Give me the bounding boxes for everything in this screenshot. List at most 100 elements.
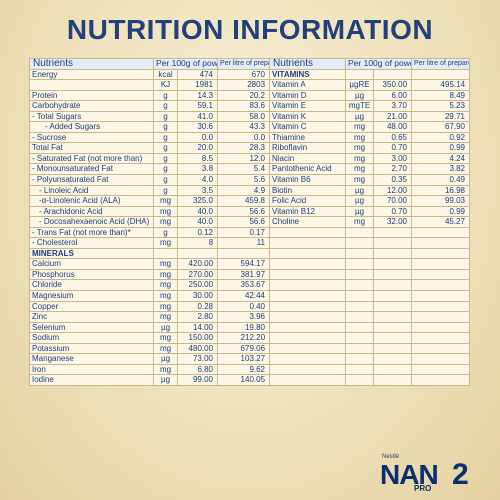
per-litre-value: 56.6 <box>217 216 271 228</box>
table-row <box>269 332 471 344</box>
per-100g-value: 0.0 <box>176 131 219 144</box>
nutrient-name <box>269 363 346 376</box>
per-litre-value <box>411 290 471 302</box>
nutrient-name: - Docosahexaenoic Acid (DHA) <box>29 216 154 228</box>
table-row: Total Fat g 20.0 28.3 <box>29 142 271 154</box>
per-100g-value <box>372 332 413 344</box>
per-100g-value: 3.70 <box>372 100 413 112</box>
nutrient-name: Choline <box>269 216 346 228</box>
per-litre-value: 83.6 <box>217 100 271 112</box>
per-100g-value: 0.65 <box>372 131 413 144</box>
header-per-100g: Per 100g of powder <box>344 58 413 70</box>
unit-cell: µg <box>345 110 374 123</box>
per-litre-value <box>411 258 471 270</box>
unit-cell <box>345 353 374 365</box>
nutrient-name <box>269 268 346 281</box>
per-100g-value: 0.35 <box>372 174 413 186</box>
table-row: KJ 1981 2803 <box>29 79 271 91</box>
nutrient-name: Vitamin K <box>269 110 346 123</box>
per-litre-value: 3.82 <box>411 163 471 175</box>
table-row: - Docosahexaenoic Acid (DHA) mg 40.0 56.6 <box>29 216 271 228</box>
per-100g-value: 325.0 <box>176 195 219 207</box>
per-100g-value <box>176 247 219 260</box>
per-100g-value: 6.00 <box>372 89 413 102</box>
per-litre-value <box>411 353 471 365</box>
table-row <box>269 290 471 302</box>
per-litre-value: 11 <box>217 237 271 249</box>
per-100g-value: 8.5 <box>176 152 219 165</box>
per-litre-value: 0.17 <box>217 226 271 239</box>
nutrient-name: Vitamin C <box>269 121 346 133</box>
unit-cell: mg <box>345 152 374 165</box>
table-row <box>269 247 471 260</box>
table-row: -α-Linolenic Acid (ALA) mg 325.0 459.8 <box>29 195 271 207</box>
per-100g-value: 32.00 <box>372 216 413 228</box>
nutrient-name: -α-Linolenic Acid (ALA) <box>29 195 154 207</box>
unit-cell: mg <box>345 131 374 144</box>
per-100g-value: 3.00 <box>372 152 413 165</box>
nutrient-name: - Total Sugars <box>29 110 154 123</box>
per-100g-value: 59.1 <box>176 100 219 112</box>
table-row: Sodium mg 150.00 212.20 <box>29 332 271 344</box>
unit-cell: µg <box>345 205 374 218</box>
table-row: Phosphorus mg 270.00 381.97 <box>29 268 271 281</box>
nutrient-name: Vitamin E <box>269 100 346 112</box>
product-name: NAN <box>380 459 439 490</box>
per-100g-value: 12.00 <box>372 184 413 197</box>
per-litre-value: 58.0 <box>217 110 271 123</box>
per-litre-value <box>411 311 471 323</box>
unit-cell: mgTE <box>345 100 374 112</box>
nutrient-name: Riboflavin <box>269 142 346 154</box>
nutrient-name: Manganese <box>29 353 154 365</box>
unit-cell <box>345 290 374 302</box>
unit-cell: g <box>153 142 178 154</box>
per-100g-value: 20.0 <box>176 142 219 154</box>
nutrient-name: Chloride <box>29 279 154 292</box>
header-per-litre: Per litre of prepared formula <box>411 58 471 70</box>
table-row: Niacin mg 3.00 4.24 <box>269 152 471 165</box>
per-100g-value <box>372 353 413 365</box>
nutrient-name: Energy <box>29 68 154 81</box>
per-100g-value: 6.80 <box>176 363 219 376</box>
nutrient-name: - Monounsaturated Fat <box>29 163 154 175</box>
per-100g-value: 0.28 <box>176 300 219 313</box>
per-100g-value: 30.6 <box>176 121 219 133</box>
unit-cell: g <box>153 174 178 186</box>
per-litre-value: 140.05 <box>217 374 271 386</box>
section-header-row: MINERALS <box>29 247 271 260</box>
nutrient-name: Iodine <box>29 374 154 386</box>
unit-cell: g <box>153 152 178 165</box>
table-row: Choline mg 32.00 45.27 <box>269 216 471 228</box>
per-litre-value: 67.90 <box>411 121 471 133</box>
unit-cell: mg <box>153 195 178 207</box>
table-row: Riboflavin mg 0.70 0.99 <box>269 142 471 154</box>
header-nutrients: Nutrients <box>29 58 154 70</box>
nutrient-name: Vitamin B12 <box>269 205 346 218</box>
unit-cell: g <box>153 89 178 102</box>
per-litre-value: 16.98 <box>411 184 471 197</box>
per-litre-value: 19.80 <box>217 321 271 334</box>
nutrient-name: - Sucrose <box>29 131 154 144</box>
table-row: - Trans Fat (not more than)* g 0.12 0.17 <box>29 226 271 239</box>
unit-cell: mg <box>345 121 374 133</box>
nutrient-name <box>269 374 346 386</box>
unit-cell: mg <box>153 279 178 292</box>
table-row: Iron mg 6.80 9.62 <box>29 363 271 376</box>
table-row <box>269 237 471 249</box>
per-100g-value <box>372 258 413 270</box>
nutrient-name: - Added Sugars <box>29 121 154 133</box>
nutrient-name <box>269 321 346 334</box>
unit-cell: µg <box>345 89 374 102</box>
table-row <box>269 226 471 239</box>
nutrient-name: MINERALS <box>29 247 154 260</box>
unit-cell: g <box>153 121 178 133</box>
table-row: Zinc mg 2.80 3.96 <box>29 311 271 323</box>
per-litre-value: 212.20 <box>217 332 271 344</box>
table-row <box>269 279 471 292</box>
per-100g-value: 14.00 <box>176 321 219 334</box>
per-100g-value: 30.00 <box>176 290 219 302</box>
nutrient-name: Potassium <box>29 342 154 355</box>
nutrient-name: - Linoleic Acid <box>29 184 154 197</box>
